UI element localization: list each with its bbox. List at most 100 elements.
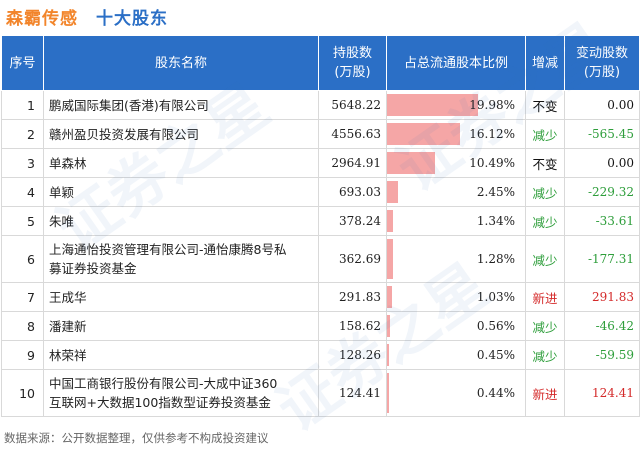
ratio-bar: [387, 94, 478, 116]
table-row: 8 潘建新 158.62 0.56% 减少 -46.42: [1, 311, 640, 341]
change-direction: 减少: [525, 235, 565, 283]
row-index: 3: [1, 148, 44, 178]
ratio-cell: 19.98%: [386, 90, 526, 120]
shareholder-name: 鹏威国际集团(香港)有限公司: [43, 90, 319, 120]
shareholder-name: 王成华: [43, 282, 319, 312]
ratio-bar: [387, 181, 399, 203]
row-index: 5: [1, 206, 44, 236]
change-direction: 减少: [525, 340, 565, 370]
shareholder-name: 林荣祥: [43, 340, 319, 370]
shareholder-name: 中国工商银行股份有限公司-大成中证360 互联网+大数据100指数型证券投资基金: [43, 369, 319, 417]
ratio-bar: [387, 152, 435, 174]
table-row: 6 上海通怡投资管理有限公司-通怡康腾8号私 募证券投资基金 362.69 1.28% 减…: [1, 235, 640, 283]
table-row: 2 赣州盈贝投资发展有限公司 4556.63 16.12% 减少 -565.45: [1, 119, 640, 149]
row-index: 9: [1, 340, 44, 370]
header-name: 股东名称: [43, 35, 319, 91]
shares-held: 362.69: [318, 235, 387, 283]
change-shares: 0.00: [564, 148, 640, 178]
row-index: 10: [1, 369, 44, 417]
ratio-value: 16.12%: [469, 127, 515, 141]
row-index: 8: [1, 311, 44, 341]
table-header-row: 序号 股东名称 持股数 (万股) 占总流通股本比例 增减 变动股数 (万股): [1, 35, 640, 91]
row-index: 2: [1, 119, 44, 149]
ratio-value: 0.56%: [476, 319, 515, 333]
shares-held: 128.26: [318, 340, 387, 370]
change-shares: -46.42: [564, 311, 640, 341]
ratio-bar: [387, 286, 392, 308]
change-direction: 不变: [525, 90, 565, 120]
ratio-bar: [387, 210, 394, 232]
ratio-bar: [387, 315, 390, 337]
shares-held: 2964.91: [318, 148, 387, 178]
row-index: 7: [1, 282, 44, 312]
change-shares: 124.41: [564, 369, 640, 417]
change-direction: 新进: [525, 369, 565, 417]
ratio-value: 1.03%: [476, 290, 515, 304]
ratio-bar: [387, 123, 461, 145]
ratio-cell: 1.34%: [386, 206, 526, 236]
row-index: 4: [1, 177, 44, 207]
shares-held: 4556.63: [318, 119, 387, 149]
table-row: 7 王成华 291.83 1.03% 新进 291.83: [1, 282, 640, 312]
table-row: 1 鹏威国际集团(香港)有限公司 5648.22 19.98% 不变 0.00: [1, 90, 640, 120]
ratio-value: 1.28%: [476, 252, 515, 266]
table-row: 3 单森林 2964.91 10.49% 不变 0.00: [1, 148, 640, 178]
change-shares: -229.32: [564, 177, 640, 207]
ratio-cell: 1.03%: [386, 282, 526, 312]
change-shares: -177.31: [564, 235, 640, 283]
table-row: 10 中国工商银行股份有限公司-大成中证360 互联网+大数据100指数型证券投资基…: [1, 369, 640, 417]
table-row: 9 林荣祥 128.26 0.45% 减少 -59.59: [1, 340, 640, 370]
title-bar: 森霸传感 十大股东: [0, 0, 640, 34]
ratio-value: 19.98%: [469, 98, 515, 112]
table-row: 5 朱唯 378.24 1.34% 减少 -33.61: [1, 206, 640, 236]
ratio-bar: [387, 344, 390, 366]
ratio-cell: 10.49%: [386, 148, 526, 178]
ratio-cell: 2.45%: [386, 177, 526, 207]
shareholder-name: 潘建新: [43, 311, 319, 341]
header-change: 变动股数 (万股): [564, 35, 640, 91]
shares-held: 124.41: [318, 369, 387, 417]
ratio-cell: 0.45%: [386, 340, 526, 370]
change-direction: 新进: [525, 282, 565, 312]
shareholder-name: 上海通怡投资管理有限公司-通怡康腾8号私 募证券投资基金: [43, 235, 319, 283]
section-title: 十大股东: [96, 9, 168, 29]
ratio-cell: 0.56%: [386, 311, 526, 341]
ratio-value: 0.45%: [476, 348, 515, 362]
shareholders-table: 序号 股东名称 持股数 (万股) 占总流通股本比例 增减 变动股数 (万股) 1 鹏威…: [1, 35, 640, 417]
ratio-value: 2.45%: [476, 185, 515, 199]
change-direction: 减少: [525, 177, 565, 207]
change-shares: 291.83: [564, 282, 640, 312]
change-direction: 不变: [525, 148, 565, 178]
row-index: 1: [1, 90, 44, 120]
shares-held: 693.03: [318, 177, 387, 207]
ratio-cell: 16.12%: [386, 119, 526, 149]
row-index: 6: [1, 235, 44, 283]
ratio-cell: 0.44%: [386, 369, 526, 417]
shares-held: 291.83: [318, 282, 387, 312]
company-name: 森霸传感: [6, 9, 78, 29]
shares-held: 5648.22: [318, 90, 387, 120]
header-shares: 持股数 (万股): [318, 35, 387, 91]
shareholder-name: 单森林: [43, 148, 319, 178]
shareholder-name: 朱唯: [43, 206, 319, 236]
shareholder-name: 单颖: [43, 177, 319, 207]
change-shares: -33.61: [564, 206, 640, 236]
table-row: 4 单颖 693.03 2.45% 减少 -229.32: [1, 177, 640, 207]
change-shares: -565.45: [564, 119, 640, 149]
header-trend: 增减: [525, 35, 565, 91]
change-direction: 减少: [525, 206, 565, 236]
change-shares: -59.59: [564, 340, 640, 370]
change-direction: 减少: [525, 119, 565, 149]
shareholder-name: 赣州盈贝投资发展有限公司: [43, 119, 319, 149]
ratio-bar: [387, 373, 389, 413]
ratio-value: 1.34%: [476, 214, 515, 228]
change-shares: 0.00: [564, 90, 640, 120]
shares-held: 378.24: [318, 206, 387, 236]
data-source-note: 数据来源：公开数据整理，仅供参考不构成投资建议: [4, 431, 269, 445]
ratio-value: 0.44%: [476, 386, 515, 400]
ratio-cell: 1.28%: [386, 235, 526, 283]
ratio-bar: [387, 239, 393, 279]
shares-held: 158.62: [318, 311, 387, 341]
header-idx: 序号: [1, 35, 44, 91]
change-direction: 减少: [525, 311, 565, 341]
